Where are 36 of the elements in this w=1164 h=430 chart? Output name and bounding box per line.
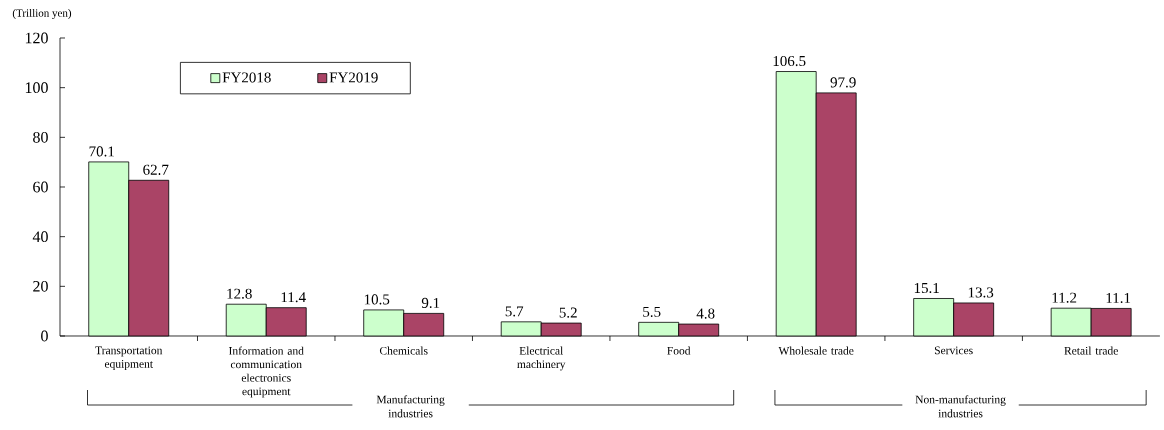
x-tick-label: Electrical machinery bbox=[517, 346, 566, 371]
x-tick-label: Services bbox=[934, 346, 973, 355]
data-label: 5.2 bbox=[559, 307, 577, 318]
legend-label: FY2018 bbox=[222, 72, 271, 83]
data-label: 11.1 bbox=[1106, 292, 1131, 304]
data-label: 106.5 bbox=[773, 55, 806, 67]
x-tick-label: Food bbox=[667, 346, 691, 355]
data-label: 11.2 bbox=[1052, 292, 1077, 303]
y-tick-label: 100 bbox=[25, 82, 48, 94]
data-label: 12.8 bbox=[227, 288, 252, 299]
y-tick-label: 40 bbox=[32, 231, 48, 243]
x-tick-label: Chemicals bbox=[379, 346, 428, 355]
x-tick-label: Wholesale trade bbox=[778, 346, 854, 355]
y-tick-label: 0 bbox=[41, 330, 48, 342]
text: Non-manufacturing industries bbox=[915, 395, 1006, 418]
y-axis-title: (Trillion yen) bbox=[12, 9, 72, 20]
data-label: 5.7 bbox=[505, 306, 524, 317]
data-label: 62.7 bbox=[143, 164, 169, 175]
legend-label: FY2019 bbox=[329, 72, 378, 83]
data-label: 9.1 bbox=[421, 297, 440, 309]
y-tick-label: 80 bbox=[33, 131, 48, 143]
y-tick-label: 60 bbox=[33, 181, 48, 193]
x-tick-label: Transportation equipment bbox=[95, 346, 163, 371]
data-label: 97.9 bbox=[830, 77, 856, 88]
data-label: 13.3 bbox=[968, 287, 994, 298]
data-label: 10.5 bbox=[364, 294, 390, 305]
data-label: 5.5 bbox=[643, 306, 661, 317]
data-label: 11.4 bbox=[281, 292, 306, 303]
text: Manufacturing industries bbox=[376, 395, 445, 418]
x-tick-label: Retail trade bbox=[1064, 346, 1118, 355]
data-label: 70.1 bbox=[89, 146, 114, 157]
y-tick-label: 20 bbox=[33, 280, 48, 292]
data-label: 15.1 bbox=[914, 282, 939, 294]
y-tick-label: 120 bbox=[25, 32, 48, 44]
x-tick-label: Information and communication electronics equipment bbox=[228, 346, 304, 398]
data-label: 4.8 bbox=[696, 308, 715, 319]
